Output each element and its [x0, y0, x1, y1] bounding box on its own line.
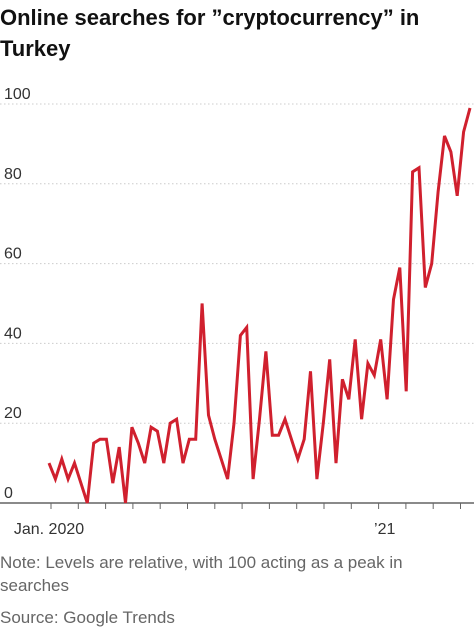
y-tick-label: 0: [4, 485, 13, 502]
y-tick-label: 80: [4, 166, 22, 183]
y-tick-label: 40: [4, 325, 22, 342]
chart-title: Online searches for ”cryptocurrency” in …: [0, 5, 420, 61]
footnote: Note: Levels are relative, with 100 acti…: [0, 553, 403, 595]
source-note: Source: Google Trends: [0, 608, 175, 627]
y-tick-labels: 0 20 40 60 80 100: [4, 86, 31, 502]
gridlines: [0, 103, 474, 504]
x-tick-label: Jan. 2020: [14, 521, 84, 538]
y-tick-label: 100: [4, 86, 31, 103]
x-tick-labels: Jan. 2020 ’21: [14, 503, 461, 538]
y-tick-label: 20: [4, 405, 22, 422]
y-tick-label: 60: [4, 246, 22, 263]
line-chart: 0 20 40 60 80 100 Jan. 2020 ’21: [0, 86, 474, 538]
series-layer: [47, 107, 472, 504]
series-line: [47, 107, 472, 504]
x-tick-label: ’21: [374, 521, 395, 538]
